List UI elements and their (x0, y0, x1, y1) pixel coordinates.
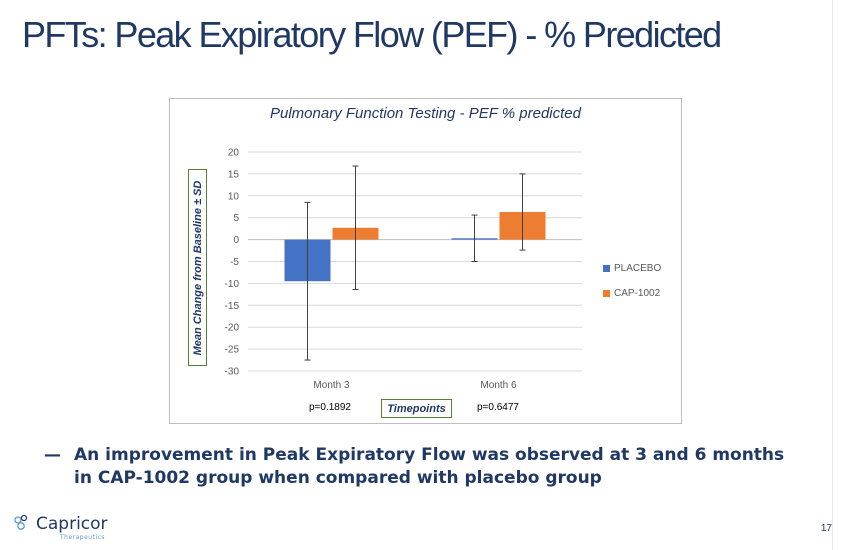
x-axis-label: Timepoints (381, 399, 452, 418)
legend-label-cap-1002: CAP-1002 (614, 288, 661, 299)
y-tick-label: 5 (233, 213, 239, 224)
slide-edge-line (832, 0, 833, 550)
x-tick-label: Month 6 (480, 380, 517, 391)
legend-item-cap-1002: CAP-1002 (603, 288, 661, 299)
y-axis-label: Mean Change from Baseline ± SD (191, 180, 204, 355)
legend-item-placebo: PLACEBO (603, 263, 661, 274)
logo-subtitle: Therapeutics (60, 534, 106, 541)
legend-swatch-cap-1002 (603, 290, 610, 297)
slide-title: PFTs: Peak Expiratory Flow (PEF) - % Pre… (22, 14, 722, 55)
y-tick-label: -30 (225, 367, 240, 378)
y-tick-label: 15 (228, 169, 240, 180)
pvalue-month-6: p=0.6477 (477, 402, 519, 413)
chart-container: Pulmonary Function Testing - PEF % predi… (169, 98, 682, 424)
y-tick-label: -10 (225, 279, 240, 290)
bullet-point: — An improvement in Peak Expiratory Flow… (44, 444, 804, 490)
y-tick-label: 10 (228, 191, 240, 202)
legend-label-placebo: PLACEBO (614, 263, 662, 274)
y-tick-label: -25 (225, 345, 240, 356)
y-tick-label: -20 (225, 323, 240, 334)
y-tick-label: 0 (233, 235, 239, 246)
x-tick-label: Month 3 (313, 380, 350, 391)
chart-title: Pulmonary Function Testing - PEF % predi… (270, 105, 581, 122)
bullet-dash: — (44, 445, 61, 465)
y-axis-label-box: Mean Change from Baseline ± SD (188, 169, 207, 366)
y-tick-label: 20 (228, 148, 240, 159)
y-tick-label: -15 (225, 301, 240, 312)
pvalue-month-3: p=0.1892 (309, 402, 351, 413)
company-logo: Capricor Therapeutics (12, 513, 108, 541)
chart-legend: PLACEBO CAP-1002 (603, 263, 661, 313)
legend-swatch-placebo (603, 265, 610, 272)
logo-mark-icon (14, 514, 28, 530)
chart-plot: 20 15 10 5 0 -5 -10 -15 -20 -25 -30 Month 3 Month 6 (225, 148, 582, 391)
y-tick-label: -5 (230, 257, 239, 268)
page-number: 17 (820, 523, 832, 534)
bullet-text: An improvement in Peak Expiratory Flow w… (74, 445, 785, 488)
logo-name: Capricor (36, 513, 108, 534)
